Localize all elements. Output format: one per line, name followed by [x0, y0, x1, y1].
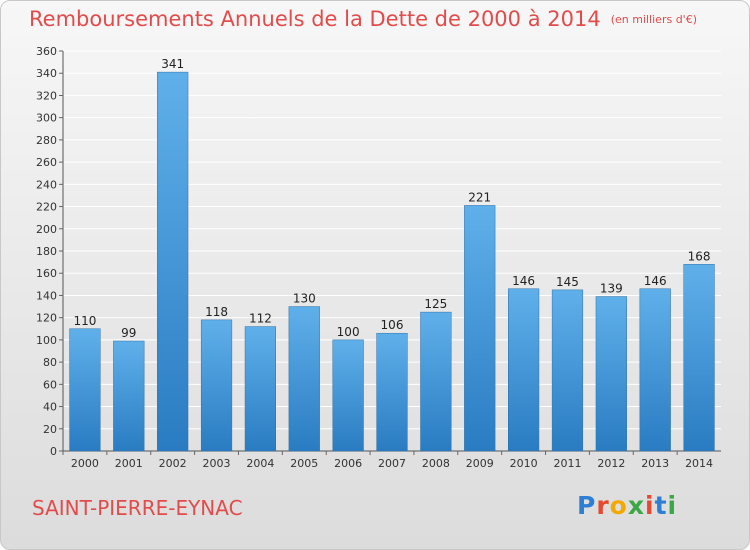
- chart-unit-note: (en milliers d'€): [610, 13, 697, 26]
- x-tick-label-2007: 2007: [378, 457, 406, 470]
- bar-2005[interactable]: [288, 306, 320, 452]
- y-tick-label: 100: [36, 334, 57, 347]
- logo-letter: i: [645, 491, 655, 520]
- y-tick-label: 220: [36, 201, 57, 214]
- bar-2014[interactable]: [683, 264, 715, 452]
- x-tick-label-2001: 2001: [115, 457, 143, 470]
- value-label-2013: 146: [644, 274, 667, 288]
- value-label-2007: 106: [381, 318, 404, 332]
- y-tick-label: 140: [36, 289, 57, 302]
- value-label-2006: 100: [337, 325, 360, 339]
- x-tick-label-2004: 2004: [246, 457, 274, 470]
- x-tick-label-2008: 2008: [422, 457, 450, 470]
- value-label-2002: 341: [161, 57, 184, 71]
- logo-letter: x: [627, 491, 645, 520]
- value-label-2001: 99: [121, 326, 136, 340]
- x-tick-label-2010: 2010: [510, 457, 538, 470]
- value-label-2000: 110: [73, 314, 96, 328]
- bar-2012[interactable]: [595, 296, 627, 452]
- bar-2003[interactable]: [200, 319, 233, 452]
- y-tick-label: 120: [36, 312, 57, 325]
- y-tick-label: 0: [50, 445, 57, 458]
- x-tick-label-2003: 2003: [203, 457, 231, 470]
- value-label-2003: 118: [205, 305, 228, 319]
- y-tick-label: 200: [36, 223, 57, 236]
- logo-letter: r: [596, 491, 610, 520]
- bar-2004[interactable]: [244, 326, 277, 452]
- y-tick-label: 300: [36, 112, 57, 125]
- bar-2007[interactable]: [376, 332, 408, 452]
- x-tick-label-2009: 2009: [466, 457, 494, 470]
- value-label-2005: 130: [293, 292, 316, 306]
- y-tick-label: 340: [36, 67, 57, 80]
- logo-letter: P: [577, 491, 597, 520]
- x-tick-label-2000: 2000: [71, 457, 99, 470]
- bar-2006[interactable]: [332, 339, 364, 452]
- logo-letter: o: [609, 491, 628, 520]
- bar-2001[interactable]: [113, 340, 145, 452]
- chart-title: Remboursements Annuels de la Dette de 20…: [29, 7, 697, 31]
- x-tick-label-2014: 2014: [685, 457, 713, 470]
- x-tick-label-2006: 2006: [334, 457, 362, 470]
- bar-2013[interactable]: [639, 288, 671, 452]
- bar-2000[interactable]: [69, 328, 101, 452]
- bar-2010[interactable]: [507, 288, 540, 452]
- y-tick-label: 260: [36, 156, 57, 169]
- value-label-2009: 221: [468, 190, 491, 204]
- y-tick-label: 20: [43, 423, 57, 436]
- value-label-2010: 146: [512, 274, 535, 288]
- y-tick-label: 280: [36, 134, 57, 147]
- value-label-2008: 125: [424, 297, 447, 311]
- x-tick-label-2013: 2013: [641, 457, 669, 470]
- bar-2009[interactable]: [464, 205, 496, 452]
- y-tick-label: 360: [36, 45, 57, 58]
- bar-2008[interactable]: [420, 311, 452, 452]
- x-tick-label-2002: 2002: [159, 457, 187, 470]
- value-label-2011: 145: [556, 275, 579, 289]
- logo-letter: i: [667, 491, 678, 520]
- value-label-2012: 139: [600, 282, 623, 296]
- y-tick-label: 160: [36, 267, 57, 280]
- y-tick-label: 60: [43, 378, 57, 391]
- chart-title-text: Remboursements Annuels de la Dette de 20…: [29, 7, 601, 31]
- value-label-2004: 112: [249, 312, 272, 326]
- logo-letter: t: [654, 491, 668, 520]
- y-tick-label: 180: [36, 245, 57, 258]
- x-tick-label-2011: 2011: [553, 457, 581, 470]
- y-tick-label: 40: [43, 401, 57, 414]
- commune-name: SAINT-PIERRE-EYNAC: [32, 496, 243, 520]
- x-tick-label-2012: 2012: [597, 457, 625, 470]
- y-tick-label: 240: [36, 178, 57, 191]
- proxiti-logo[interactable]: Proxiti: [577, 491, 677, 520]
- bar-2002[interactable]: [157, 71, 189, 452]
- value-label-2014: 168: [688, 249, 711, 263]
- y-tick-label: 80: [43, 356, 57, 369]
- x-tick-label-2005: 2005: [290, 457, 318, 470]
- bar-2011[interactable]: [551, 289, 584, 452]
- y-tick-label: 320: [36, 89, 57, 102]
